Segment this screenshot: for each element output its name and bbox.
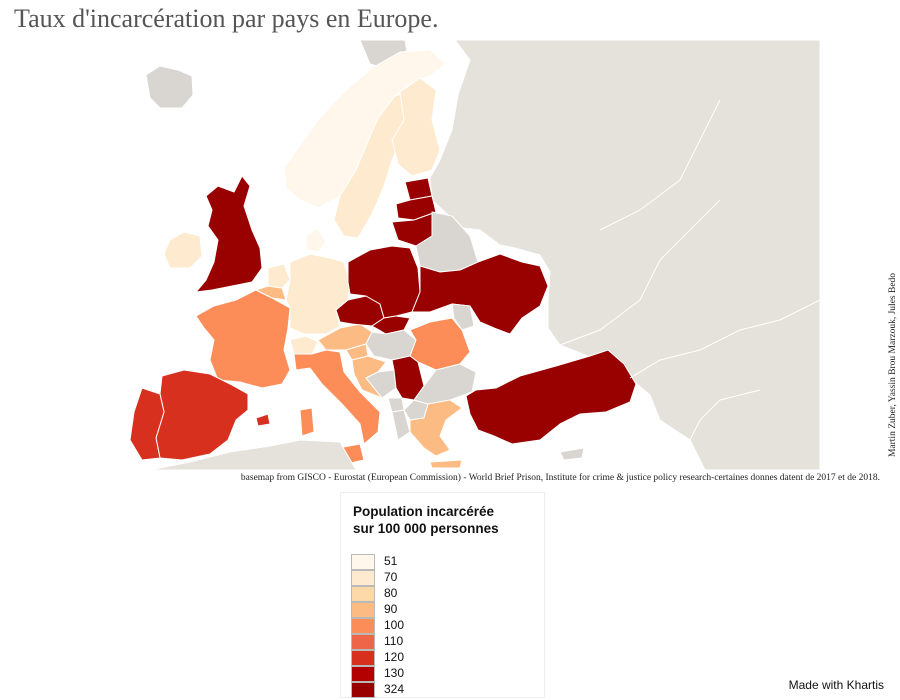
legend-swatch [351,666,375,682]
legend-label: 80 [384,586,398,600]
source-note: basemap from GISCO - Eurostat (European … [240,473,880,483]
country-hungary [365,329,417,361]
country-united-kingdom [195,175,263,293]
country-cyprus [559,447,585,461]
country-turkey [465,349,637,445]
country-france [195,289,291,389]
region-north-africa [120,439,357,470]
footer-brand: Made with Khartis [788,678,884,692]
country-spain-balearic [255,413,271,427]
legend-label: 51 [384,554,398,568]
country-belgium [255,285,287,301]
country-ukraine [411,253,549,335]
choropleth-map [120,40,820,470]
country-poland [347,245,421,319]
country-ireland [163,231,203,269]
legend-swatch [351,682,375,698]
country-finland [391,77,441,177]
legend-swatch [351,554,375,570]
country-moldova [451,303,475,331]
authors-credit: Martin Zuber, Yassin Brou Marzouk, Jules… [888,272,898,458]
country-germany [285,253,351,335]
region-russia [429,40,820,470]
country-portugal [129,387,165,461]
map-frame [120,40,820,470]
country-netherlands [267,263,291,289]
legend-label: 70 [384,570,398,584]
country-denmark [305,227,327,253]
country-italy-sardinia [299,407,315,437]
country-switzerland [289,335,319,355]
legend-title-line-2: sur 100 000 personnes [353,521,499,536]
legend-title-line-1: Population incarcérée [353,504,495,519]
country-italy [293,349,381,445]
legend-label: 130 [384,666,405,680]
legend-label: 120 [384,650,405,664]
legend: Population incarcérée sur 100 000 person… [340,492,545,698]
legend-swatch [351,650,375,666]
legend-label: 90 [384,602,398,616]
legend-swatch [351,586,375,602]
legend-swatch [351,618,375,634]
legend-swatch [351,634,375,650]
legend-swatch [351,570,375,586]
legend-label: 324 [384,682,405,696]
legend-swatch [351,602,375,618]
map-title: Taux d'incarcération par pays en Europe. [14,4,439,33]
legend-label: 110 [384,634,404,648]
country-greece [409,399,463,457]
legend-label: 100 [384,618,405,632]
legend-title: Population incarcérée sur 100 000 person… [353,503,543,537]
region-iceland [145,65,194,109]
country-greece-crete [429,459,463,469]
